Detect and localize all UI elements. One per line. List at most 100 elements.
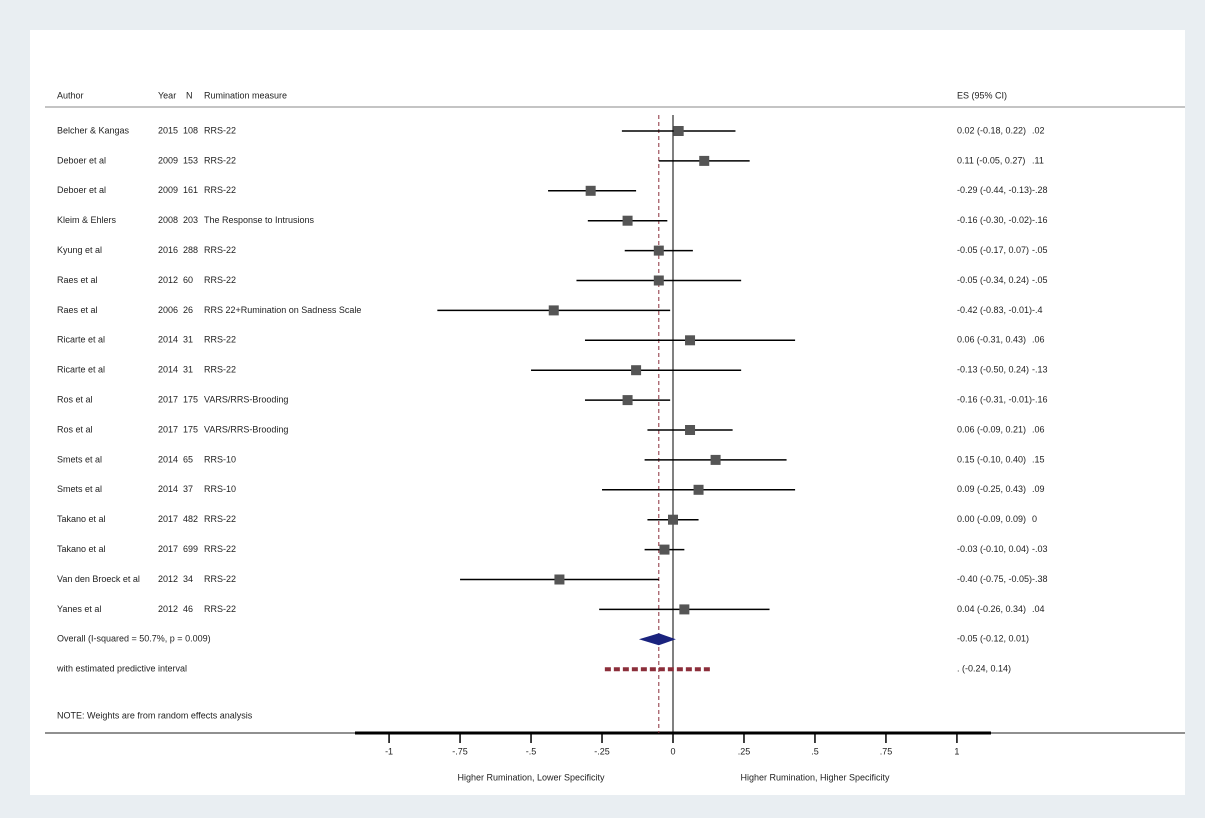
es-ci: -0.03 (-0.10, 0.04) [957, 544, 1029, 554]
year: 2015 [158, 125, 178, 135]
measure: RRS-22 [204, 185, 236, 195]
n: 26 [183, 305, 193, 315]
es-short: .11 [1032, 155, 1044, 165]
header-es: ES (95% CI) [957, 90, 1007, 100]
es-ci: -0.05 (-0.34, 0.24) [957, 275, 1029, 285]
es-short: -.13 [1032, 365, 1048, 375]
es-short: .09 [1032, 484, 1045, 494]
measure: RRS-22 [204, 544, 236, 554]
es-short: -.4 [1032, 305, 1043, 315]
measure: RRS-22 [204, 275, 236, 285]
measure: RRS-22 [204, 574, 236, 584]
es-short: .02 [1032, 125, 1045, 135]
effect-marker [554, 574, 565, 585]
overall-label: Overall (I-squared = 50.7%, p = 0.009) [57, 634, 211, 644]
author: Smets et al [57, 484, 102, 494]
author: Kyung et al [57, 245, 102, 255]
effect-marker [685, 335, 696, 346]
overall-es: -0.05 (-0.12, 0.01) [957, 634, 1029, 644]
year: 2017 [158, 514, 178, 524]
effect-marker [679, 604, 690, 615]
header-measure: Rumination measure [204, 90, 287, 100]
year: 2012 [158, 604, 178, 614]
measure: RRS-22 [204, 245, 236, 255]
n: 161 [183, 185, 198, 195]
n: 175 [183, 424, 198, 434]
year: 2012 [158, 275, 178, 285]
es-short: 0 [1032, 514, 1037, 524]
year: 2012 [158, 574, 178, 584]
es-short: -.16 [1032, 394, 1048, 404]
year: 2017 [158, 544, 178, 554]
n: 46 [183, 604, 193, 614]
predictive-es: . (-0.24, 0.14) [957, 664, 1011, 674]
effect-marker [585, 185, 596, 196]
author: Takano et al [57, 514, 106, 524]
effect-marker [659, 544, 670, 555]
n: 153 [183, 155, 198, 165]
x-tick-label: -.75 [452, 746, 468, 756]
x-label-left: Higher Rumination, Lower Specificity [457, 772, 605, 782]
es-short: .04 [1032, 604, 1045, 614]
header-year: Year [158, 90, 176, 100]
effect-marker [622, 215, 633, 226]
plot-panel [30, 30, 1185, 795]
author: Kleim & Ehlers [57, 215, 117, 225]
n: 31 [183, 335, 193, 345]
x-label-right: Higher Rumination, Higher Specificity [740, 772, 890, 782]
es-ci: 0.11 (-0.05, 0.27) [957, 155, 1025, 165]
n: 31 [183, 365, 193, 375]
n: 60 [183, 275, 193, 285]
n: 175 [183, 394, 198, 404]
effect-marker [548, 305, 559, 316]
measure: RRS 22+Rumination on Sadness Scale [204, 305, 361, 315]
note: NOTE: Weights are from random effects an… [57, 710, 253, 720]
measure: VARS/RRS-Brooding [204, 424, 288, 434]
es-ci: -0.16 (-0.30, -0.02) [957, 215, 1032, 225]
year: 2009 [158, 155, 178, 165]
es-ci: -0.40 (-0.75, -0.05) [957, 574, 1032, 584]
measure: RRS-22 [204, 514, 236, 524]
year: 2006 [158, 305, 178, 315]
effect-marker [710, 454, 721, 465]
es-ci: -0.16 (-0.31, -0.01) [957, 394, 1032, 404]
predictive-label: with estimated predictive interval [56, 664, 187, 674]
author: Belcher & Kangas [57, 125, 130, 135]
es-ci: 0.09 (-0.25, 0.43) [957, 484, 1026, 494]
effect-marker [653, 275, 664, 286]
effect-marker [699, 155, 710, 166]
es-ci: 0.06 (-0.09, 0.21) [957, 424, 1026, 434]
es-short: .06 [1032, 335, 1045, 345]
n: 65 [183, 454, 193, 464]
es-ci: -0.13 (-0.50, 0.24) [957, 365, 1029, 375]
year: 2008 [158, 215, 178, 225]
author: Ros et al [57, 394, 93, 404]
x-tick-label: -1 [385, 746, 393, 756]
x-tick-label: .25 [738, 746, 751, 756]
effect-marker [631, 365, 642, 376]
es-ci: 0.04 (-0.26, 0.34) [957, 604, 1026, 614]
measure: RRS-22 [204, 335, 236, 345]
x-tick-label: 0 [670, 746, 675, 756]
es-ci: -0.05 (-0.17, 0.07) [957, 245, 1029, 255]
es-short: -.03 [1032, 544, 1048, 554]
measure: RRS-10 [204, 484, 236, 494]
effect-marker [653, 245, 664, 256]
year: 2017 [158, 394, 178, 404]
year: 2017 [158, 424, 178, 434]
measure: RRS-22 [204, 604, 236, 614]
es-short: -.05 [1032, 245, 1048, 255]
n: 699 [183, 544, 198, 554]
x-tick-label: 1 [954, 746, 959, 756]
measure: RRS-22 [204, 125, 236, 135]
n: 37 [183, 484, 193, 494]
measure: RRS-22 [204, 365, 236, 375]
author: Smets et al [57, 454, 102, 464]
year: 2014 [158, 484, 178, 494]
author: Takano et al [57, 544, 106, 554]
x-tick-label: .75 [880, 746, 893, 756]
year: 2014 [158, 454, 178, 464]
year: 2016 [158, 245, 178, 255]
author: Deboer et al [57, 185, 106, 195]
